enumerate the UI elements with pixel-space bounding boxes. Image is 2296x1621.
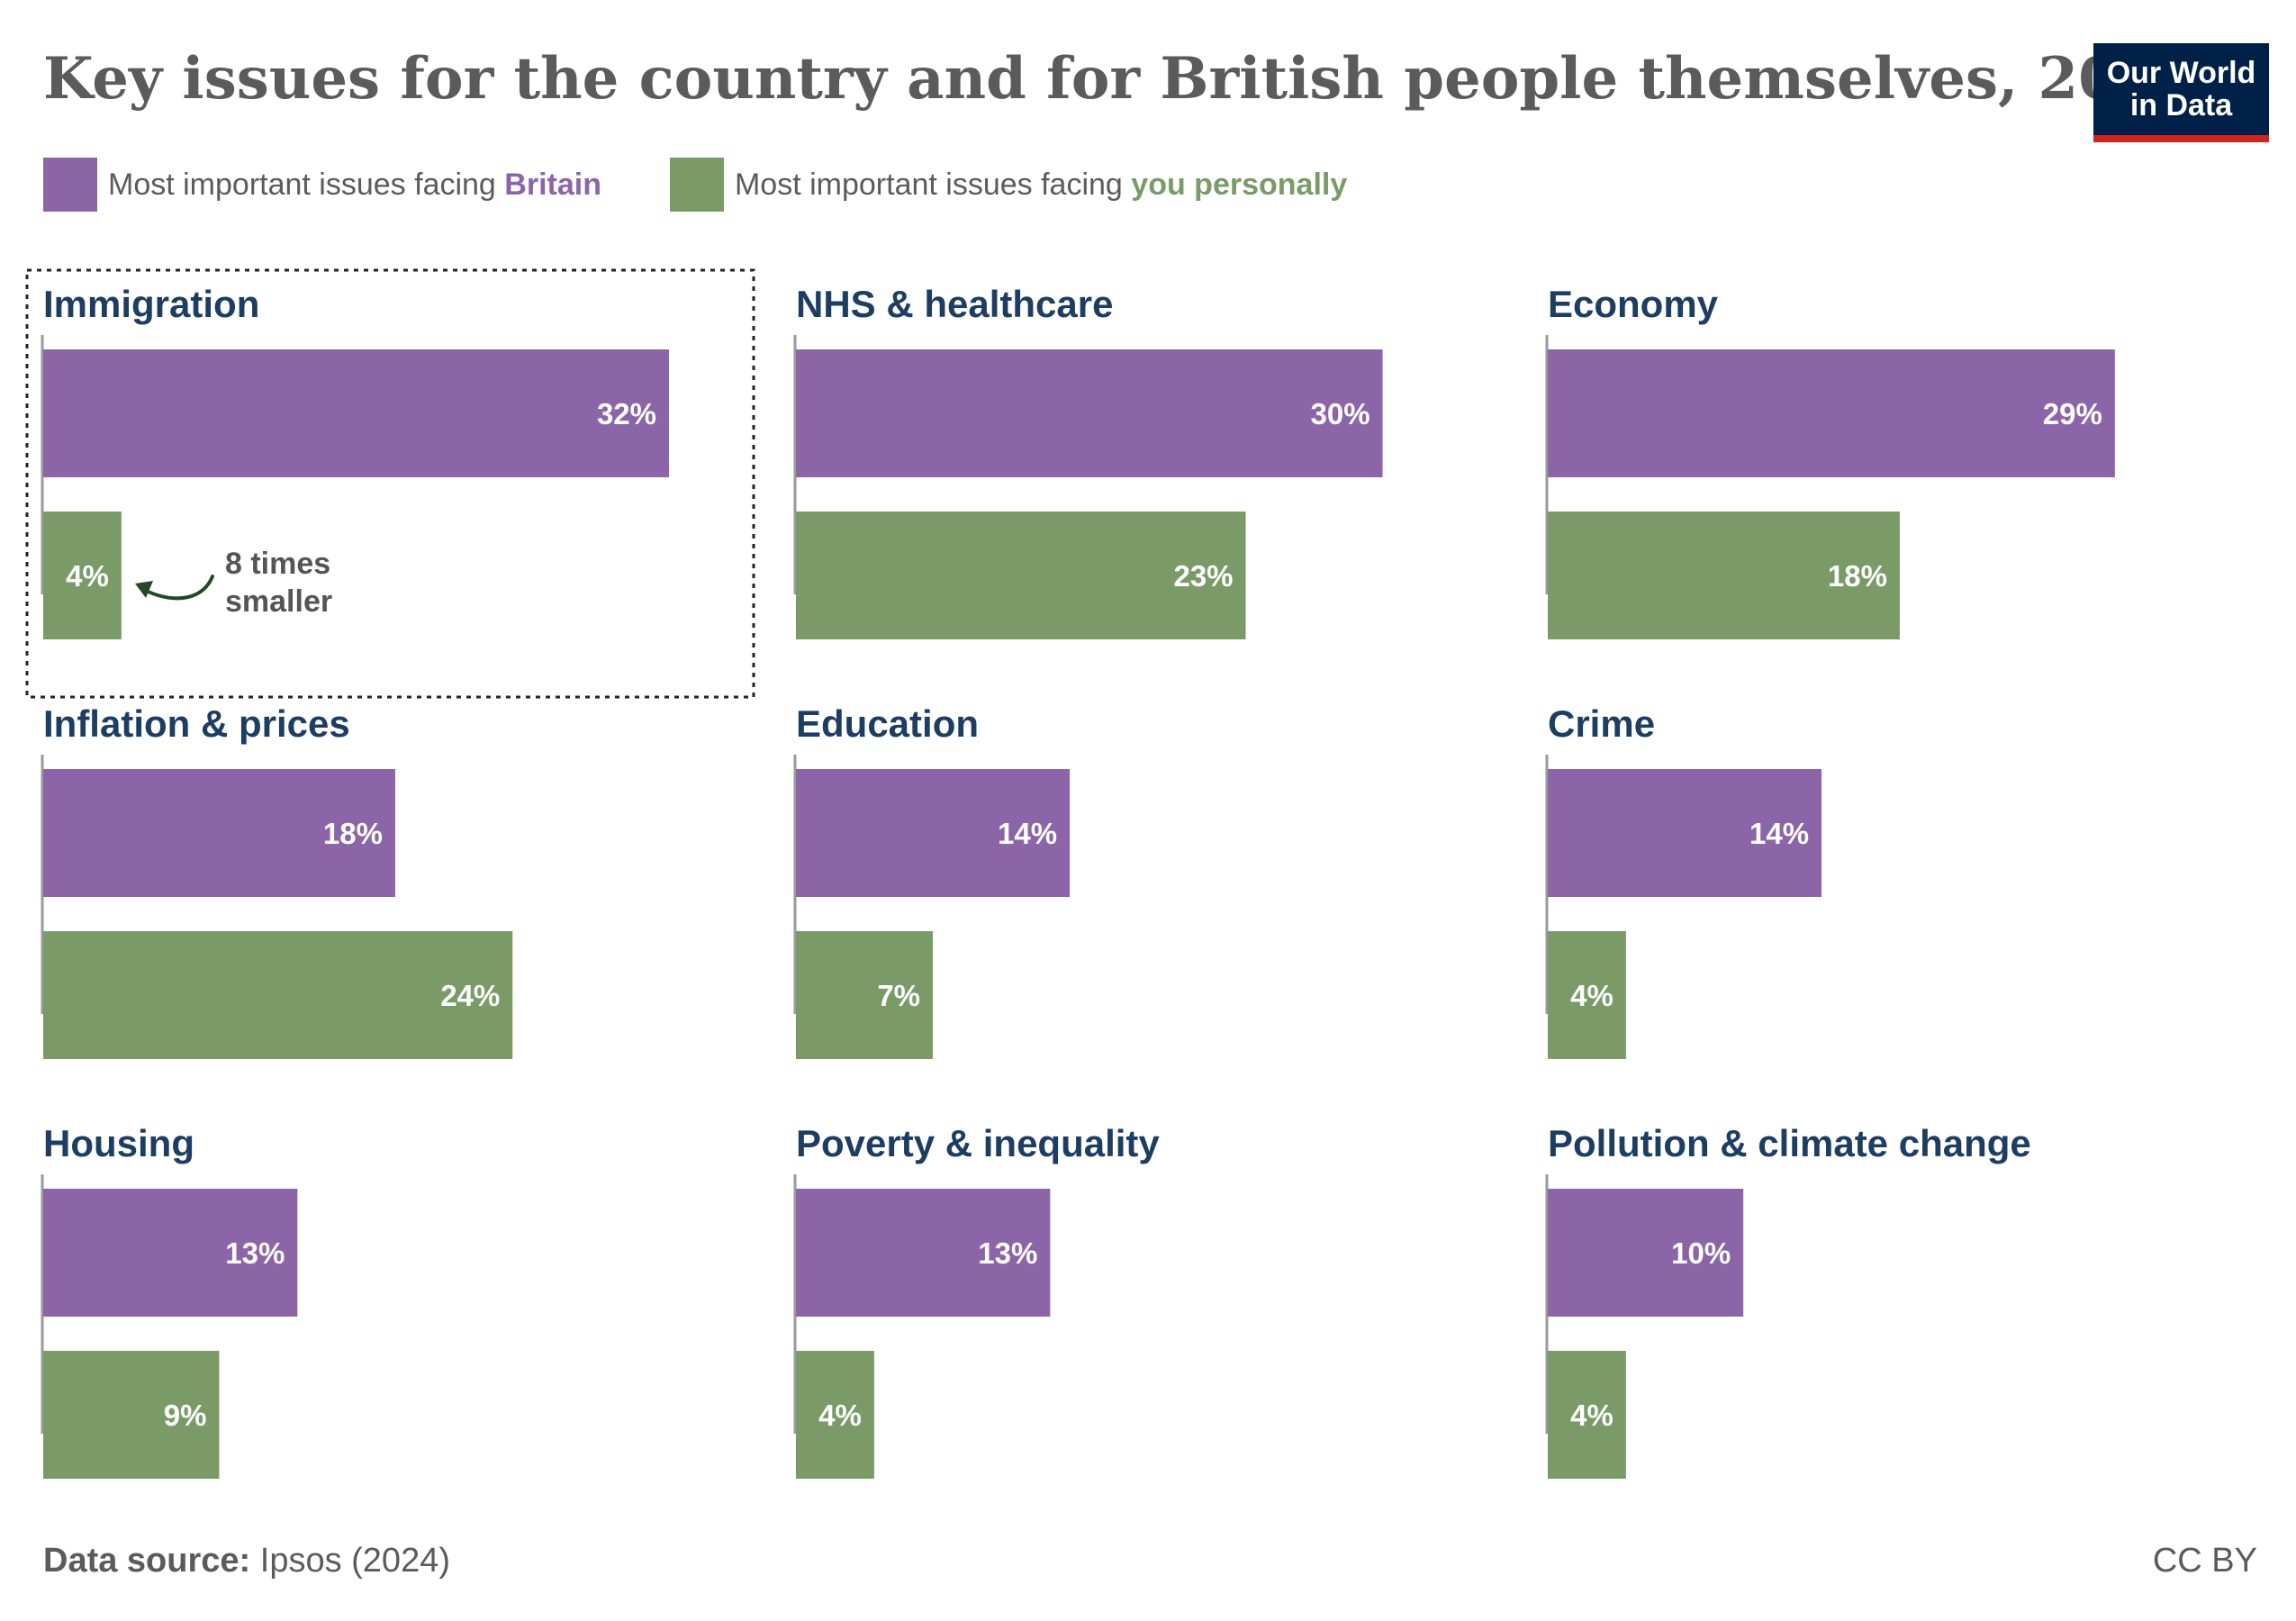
bar-personal-economy [1548,512,1900,639]
bar-personal-poverty-and-inequality [796,1351,874,1479]
panel-title-housing: Housing [43,1122,194,1164]
bar-label-britain-pollution-and-climate-change: 10% [1671,1236,1731,1270]
license[interactable]: CC BY [2152,1542,2257,1580]
annotation-arrowhead [135,581,153,598]
panel-title-pollution-and-climate-change: Pollution & climate change [1548,1122,2031,1164]
panel-title-education: Education [796,702,979,745]
legend-prefix-personal: Most important issues facing [734,167,1132,202]
bar-label-britain-immigration: 32% [597,397,656,430]
bar-label-britain-economy: 29% [2043,397,2102,430]
bar-personal-pollution-and-climate-change [1548,1351,1626,1479]
bar-britain-pollution-and-climate-change [1548,1189,1744,1317]
bar-personal-inflation-and-prices [43,931,513,1059]
bar-personal-immigration [43,512,122,639]
chart-title: Key issues for the country and for Briti… [43,45,2199,113]
legend-item-britain[interactable]: Most important issues facing Britain [43,158,601,212]
data-source: Data source: Ipsos (2024) [43,1542,450,1580]
legend-label-britain: Most important issues facing Britain [108,168,601,203]
annotation-text-line-1: 8 times [225,547,330,581]
legend-highlight-personal: you personally [1131,167,1348,202]
bar-britain-inflation-and-prices [43,769,395,897]
bar-label-personal-nhs-and-healthcare: 23% [1173,559,1233,593]
bar-label-personal-housing: 9% [164,1399,207,1432]
bar-personal-nhs-and-healthcare [796,512,1246,639]
bar-label-britain-education: 14% [998,817,1057,850]
legend-swatch-britain [43,158,97,212]
bar-label-personal-pollution-and-climate-change: 4% [1570,1399,1614,1432]
bar-label-britain-poverty-and-inequality: 13% [978,1236,1037,1270]
data-source-label: Data source: [43,1542,251,1580]
panel-title-crime: Crime [1548,702,1655,745]
bar-label-personal-education: 7% [877,979,920,1012]
bar-label-britain-housing: 13% [225,1236,285,1270]
legend-item-personal[interactable]: Most important issues facing you persona… [669,158,1347,212]
panel-title-immigration: Immigration [43,283,259,325]
bar-britain-nhs-and-healthcare [796,349,1383,477]
bar-personal-education [796,931,934,1059]
bar-label-personal-inflation-and-prices: 24% [440,979,500,1012]
legend-label-personal: Most important issues facing you persona… [735,168,1347,203]
bar-label-personal-immigration: 4% [66,559,109,593]
bar-britain-crime [1548,769,1822,897]
logo-line-2: in Data [2129,88,2233,122]
bar-label-britain-crime: 14% [1749,817,1809,850]
bar-label-britain-nhs-and-healthcare: 30% [1311,397,1370,430]
bar-personal-crime [1548,931,1626,1059]
bar-label-personal-poverty-and-inequality: 4% [818,1399,862,1432]
data-source-text: Ipsos (2024) [250,1542,450,1580]
legend: Most important issues facing Britain Mos… [43,158,1415,212]
bar-britain-economy [1548,349,2115,477]
bar-label-personal-crime: 4% [1570,979,1614,1012]
annotation-text-line-2: smaller [225,584,332,619]
bar-personal-housing [43,1351,220,1479]
legend-swatch-personal [669,158,724,212]
panel-title-poverty-and-inequality: Poverty & inequality [796,1122,1160,1164]
legend-prefix-britain: Most important issues facing [108,167,505,202]
owid-logo[interactable]: Our World in Data [2093,43,2269,142]
bar-britain-immigration [43,349,669,477]
highlight-box [25,268,755,699]
panel-title-economy: Economy [1548,283,1719,325]
bar-britain-housing [43,1189,298,1317]
logo-line-1: Our World [2106,56,2256,90]
panel-title-inflation-and-prices: Inflation & prices [43,702,350,745]
legend-highlight-britain: Britain [504,167,601,202]
bar-label-personal-economy: 18% [1828,559,1887,593]
annotation-arrow [142,575,214,601]
panel-title-nhs-and-healthcare: NHS & healthcare [796,283,1113,325]
bar-label-britain-inflation-and-prices: 18% [323,817,383,850]
bar-britain-poverty-and-inequality [796,1189,1051,1317]
bar-britain-education [796,769,1071,897]
